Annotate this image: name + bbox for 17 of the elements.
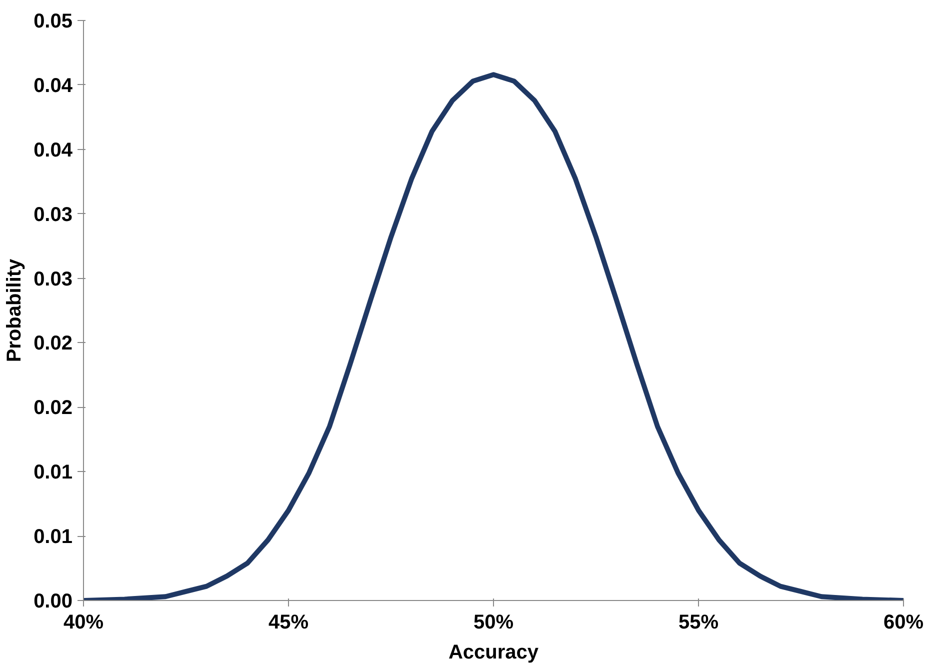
x-tick-label: 55%: [678, 612, 719, 634]
y-tick-label: 0.01: [34, 526, 73, 548]
y-tick-label: 0.05: [34, 10, 73, 32]
x-tick-label: 50%: [473, 612, 514, 634]
y-tick-label: 0.03: [34, 204, 73, 226]
y-tick-label: 0.04: [34, 74, 74, 97]
x-axis-title: Accuracy: [448, 642, 540, 664]
y-tick-label: 0.02: [34, 397, 73, 420]
x-tick-label: 60%: [883, 612, 924, 634]
y-tick-label: 0.01: [34, 462, 73, 484]
y-tick-label: 0.00: [34, 590, 73, 612]
x-tick-label: 40%: [63, 612, 104, 634]
y-tick-label: 0.04: [34, 139, 74, 162]
y-tick-label: 0.03: [34, 268, 73, 290]
y-axis-title: Probability: [4, 258, 26, 362]
x-tick-label: 45%: [268, 612, 309, 634]
y-tick-label: 0.02: [34, 332, 73, 355]
